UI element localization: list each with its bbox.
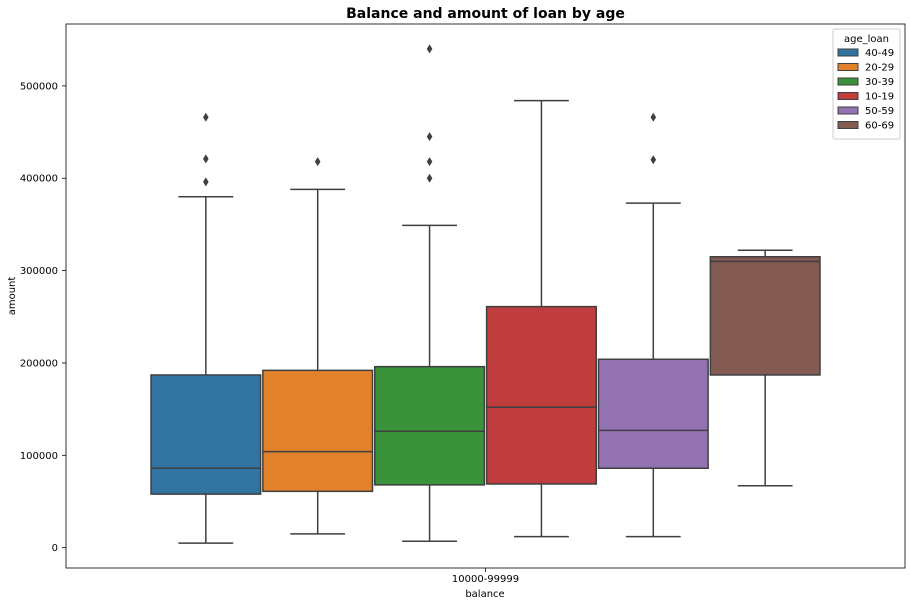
box-50-59	[597, 112, 709, 538]
y-tick-label: 300000	[20, 266, 58, 277]
legend-label: 40-49	[865, 48, 894, 59]
box-iqr	[262, 369, 374, 493]
outlier-point	[426, 173, 433, 183]
legend-swatch	[837, 106, 859, 115]
y-tick-label: 200000	[20, 358, 58, 369]
box-iqr	[597, 358, 709, 470]
y-tick-label: 0	[52, 543, 58, 554]
legend-swatch	[837, 77, 859, 86]
y-tick-label: 400000	[20, 174, 58, 185]
outlier-point	[203, 154, 209, 164]
box-iqr	[709, 255, 821, 376]
box-40-49	[150, 112, 262, 544]
box-iqr	[374, 365, 486, 486]
outlier-point	[426, 157, 433, 167]
y-axis: 0 100000 200000 300000 400000 500000	[20, 81, 66, 554]
outlier-point	[426, 44, 433, 54]
legend: age_loan 40-49 20-29 30-39 10-19 50-59 60-69	[832, 28, 901, 140]
box-30-39	[374, 44, 486, 542]
legend-label: 20-29	[865, 63, 894, 74]
outlier-point	[203, 112, 209, 122]
box-60-69	[709, 249, 821, 487]
y-axis-title: amount	[7, 277, 18, 316]
y-tick-label: 100000	[20, 451, 58, 462]
legend-title: age_loan	[844, 34, 889, 45]
legend-swatch	[837, 48, 859, 57]
outlier-point	[426, 132, 433, 142]
box-20-29	[262, 157, 374, 535]
box-iqr	[485, 305, 597, 485]
legend-label: 50-59	[865, 106, 894, 117]
chart-title: Balance and amount of loan by age	[346, 6, 625, 22]
legend-swatch	[837, 92, 859, 100]
x-axis: 10000-99999	[452, 568, 519, 585]
x-tick-label: 10000-99999	[452, 574, 519, 585]
outlier-point	[203, 177, 209, 187]
y-tick-label: 500000	[20, 81, 58, 92]
legend-swatch	[837, 63, 859, 71]
box-group	[150, 44, 821, 544]
legend-label: 10-19	[865, 92, 894, 103]
legend-label: 60-69	[865, 121, 894, 132]
outlier-point	[650, 112, 657, 122]
x-axis-title: balance	[465, 589, 504, 600]
legend-swatch	[837, 121, 859, 129]
outlier-point	[314, 157, 321, 167]
box-iqr	[150, 374, 262, 495]
outlier-point	[650, 155, 657, 165]
legend-label: 30-39	[865, 77, 894, 88]
box-10-19	[485, 99, 597, 538]
